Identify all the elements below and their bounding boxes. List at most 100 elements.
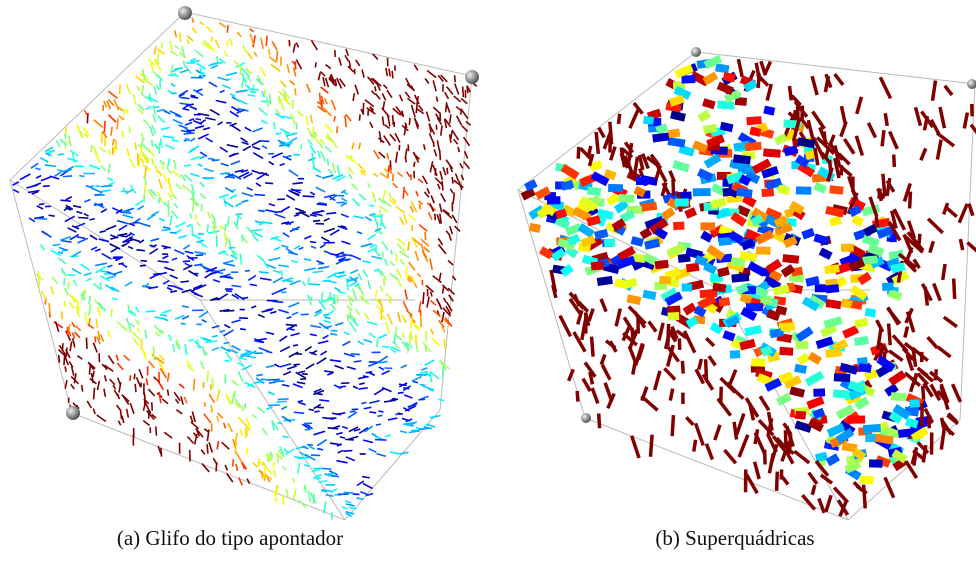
glyph xyxy=(218,21,227,28)
glyph xyxy=(680,360,685,374)
glyph xyxy=(718,297,731,307)
glyph xyxy=(939,383,950,404)
glyph xyxy=(415,190,419,197)
glyph xyxy=(368,447,377,453)
glyph xyxy=(309,114,314,124)
glyph xyxy=(153,272,161,276)
glyph xyxy=(216,415,220,423)
glyph xyxy=(165,166,173,175)
glyph xyxy=(273,490,278,503)
glyph xyxy=(90,246,98,251)
glyph xyxy=(83,132,89,139)
glyph xyxy=(318,479,328,484)
glyph xyxy=(833,157,841,179)
glyph xyxy=(265,209,278,214)
glyph xyxy=(310,349,318,355)
glyph xyxy=(347,294,353,307)
glyph xyxy=(449,188,454,194)
glyph xyxy=(262,467,266,480)
glyph xyxy=(457,146,461,153)
glyph xyxy=(249,27,254,33)
glyph xyxy=(399,258,406,266)
glyph xyxy=(351,288,358,301)
glyph xyxy=(397,412,403,416)
glyph xyxy=(804,370,825,387)
glyph xyxy=(293,411,305,415)
glyph xyxy=(677,253,691,263)
glyph xyxy=(290,259,299,264)
glyph xyxy=(219,146,228,153)
glyph xyxy=(281,221,290,225)
glyph xyxy=(648,434,654,457)
glyph xyxy=(375,423,382,426)
glyph xyxy=(41,158,48,163)
glyph xyxy=(326,471,336,476)
glyph xyxy=(710,273,724,283)
glyph xyxy=(99,334,105,342)
glyph xyxy=(824,494,833,513)
glyph xyxy=(191,26,198,34)
glyph xyxy=(252,146,261,151)
glyph xyxy=(276,400,287,403)
glyph xyxy=(333,274,341,279)
glyph xyxy=(320,236,330,243)
glyph xyxy=(201,318,207,323)
glyph xyxy=(425,111,431,122)
glyph xyxy=(210,36,213,42)
glyph xyxy=(178,234,188,239)
glyph xyxy=(323,217,330,222)
glyph xyxy=(369,121,374,129)
glyph xyxy=(463,150,469,159)
glyph xyxy=(628,329,639,350)
glyph xyxy=(235,62,246,69)
glyph xyxy=(357,375,368,380)
glyph xyxy=(296,110,304,117)
glyph xyxy=(818,126,829,146)
glyph xyxy=(357,340,365,346)
glyph xyxy=(866,122,878,139)
glyph xyxy=(261,119,268,125)
glyph xyxy=(191,202,195,213)
glyph xyxy=(702,71,719,86)
glyph xyxy=(876,327,883,350)
glyph xyxy=(554,216,571,230)
glyph xyxy=(290,190,300,196)
glyph xyxy=(194,214,198,220)
glyph xyxy=(88,295,92,305)
glyph xyxy=(643,259,656,270)
glyph xyxy=(560,163,580,180)
glyph xyxy=(437,74,444,83)
glyph xyxy=(837,152,851,166)
glyph xyxy=(303,463,310,468)
glyph xyxy=(206,444,209,454)
glyph xyxy=(304,453,316,461)
glyph xyxy=(851,215,864,227)
glyph xyxy=(771,230,788,244)
glyph xyxy=(189,105,198,111)
glyph xyxy=(586,215,601,227)
glyph xyxy=(92,387,96,400)
glyph xyxy=(282,97,292,106)
glyph xyxy=(282,495,285,506)
glyph xyxy=(103,120,106,133)
glyph xyxy=(121,243,127,247)
glyph xyxy=(439,359,447,371)
glyph xyxy=(782,254,800,264)
glyph xyxy=(199,151,208,158)
glyph xyxy=(322,501,327,514)
glyph xyxy=(313,310,323,318)
glyph xyxy=(833,145,842,167)
glyph xyxy=(262,258,269,269)
glyph xyxy=(173,159,177,170)
glyph xyxy=(140,259,147,262)
glyph xyxy=(346,279,350,291)
glyph xyxy=(244,126,252,132)
glyph xyxy=(227,348,239,354)
glyph xyxy=(384,244,389,251)
glyph xyxy=(71,225,80,230)
glyph xyxy=(363,338,373,343)
glyph xyxy=(233,398,242,408)
glyph xyxy=(65,349,71,359)
glyph xyxy=(313,130,319,137)
glyph xyxy=(707,355,717,367)
